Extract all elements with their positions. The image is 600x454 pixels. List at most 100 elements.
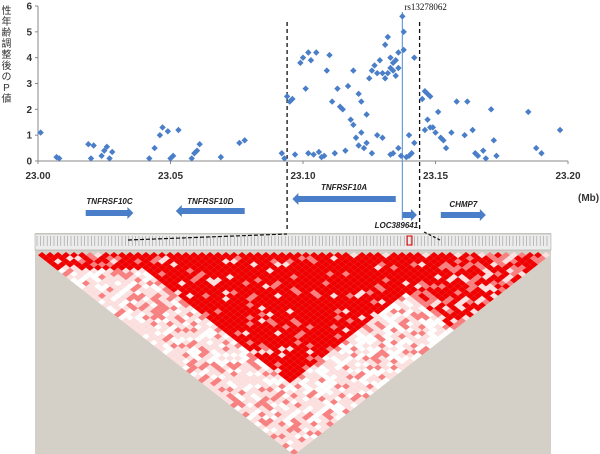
snp-point [421, 126, 429, 134]
snp-point [342, 147, 349, 154]
snp-point [350, 67, 357, 74]
ld-cell [534, 258, 542, 265]
snp-point [429, 124, 437, 131]
snp-point [347, 116, 354, 123]
snp-point [437, 134, 444, 141]
snp-point [487, 106, 495, 113]
y-tick-label: 1 [26, 131, 32, 142]
ld-cell [334, 414, 342, 421]
snp-point [90, 142, 97, 149]
snp-point [493, 152, 500, 160]
snp-point [299, 54, 307, 61]
snp-point [350, 121, 357, 129]
snp-point [159, 124, 166, 131]
snp-point [241, 137, 248, 144]
snp-point [355, 90, 362, 98]
snp-point [321, 152, 328, 160]
snp-point [169, 152, 177, 160]
snp-point [533, 144, 540, 152]
snp-point [419, 95, 426, 103]
y-tick-label: 4 [26, 53, 32, 64]
snp-point [323, 67, 331, 74]
snp-point [281, 155, 288, 162]
snp-point [424, 116, 431, 123]
snp-point [371, 62, 378, 69]
manhattan-plot: 0 1 2 3 4 5 6 23.00 23.05 23.10 23.15 23.20 (Mb) rs13… [25, 2, 599, 232]
snp-point [352, 134, 360, 141]
connector-line [127, 233, 288, 241]
snp-point [482, 155, 490, 162]
gene-arrow [440, 209, 486, 221]
ld-cell [470, 308, 478, 315]
ld-cell [454, 320, 462, 327]
snp-point [146, 155, 153, 162]
snp-point [315, 148, 323, 156]
gene-track: TNFRSF10C TNFRSF10D TNFRSF10A LOC389641 CHMP… [85, 183, 486, 230]
snp-point [366, 75, 373, 82]
snp-point [376, 57, 384, 64]
snp-point [379, 69, 386, 77]
snp-point [326, 51, 333, 59]
ld-cell [434, 336, 442, 343]
snp-point [464, 98, 471, 105]
snp-point [289, 95, 296, 103]
snp-point [98, 152, 105, 160]
snp-point [106, 155, 113, 162]
snp-point [355, 142, 362, 149]
snp-point [395, 49, 402, 56]
snp-point [196, 141, 203, 148]
snp-point [389, 67, 397, 74]
snp-point [381, 75, 389, 82]
y-tick-label: 2 [26, 105, 32, 116]
snp-point [392, 57, 399, 64]
snp-point [305, 49, 312, 56]
snp-point [109, 148, 116, 156]
ld-heatmap [34, 231, 552, 454]
snp-point [399, 13, 406, 20]
snp-point [101, 147, 108, 154]
snp-point [434, 108, 442, 116]
snp-point [339, 106, 346, 113]
snp-point [363, 111, 370, 118]
snp-point [286, 98, 293, 105]
snp-point [374, 69, 381, 77]
snp-point [236, 139, 243, 147]
snp-point [358, 129, 365, 136]
snp-point [384, 33, 391, 41]
snp-point [379, 134, 386, 141]
snp-point [318, 153, 325, 161]
snp-point [151, 144, 158, 152]
snp-point [87, 155, 95, 162]
snp-point [310, 151, 317, 158]
snp-point [392, 72, 399, 79]
snp-point [302, 85, 309, 92]
snp-point [427, 93, 434, 100]
snp-point [193, 147, 201, 154]
snp-point [400, 46, 407, 54]
snp-point [395, 64, 402, 72]
snp-point [167, 155, 174, 162]
snp-point [442, 144, 450, 152]
gene-arrow [175, 205, 245, 217]
snp-point [37, 129, 44, 136]
snp-point [490, 137, 497, 144]
ld-cell [518, 270, 526, 277]
snp-point [368, 67, 376, 74]
snp-point [469, 126, 476, 134]
snp-point [307, 57, 315, 64]
x-tick-label: 23.00 [25, 171, 50, 182]
snp-point [397, 152, 405, 160]
snp-point [411, 54, 418, 61]
ld-cell [418, 348, 426, 356]
ld-cell [354, 398, 362, 406]
y-tick-label: 0 [26, 157, 32, 168]
snp-point [368, 150, 376, 157]
gene-arrow [85, 207, 134, 219]
snp-point [278, 150, 285, 157]
snp-point [408, 150, 415, 157]
snp-point [164, 128, 172, 135]
x-tick-label: 23.05 [158, 171, 183, 182]
ld-cell [290, 448, 298, 454]
top-snp-label: rs13278062 [404, 2, 447, 12]
gene-arrow [402, 209, 417, 221]
